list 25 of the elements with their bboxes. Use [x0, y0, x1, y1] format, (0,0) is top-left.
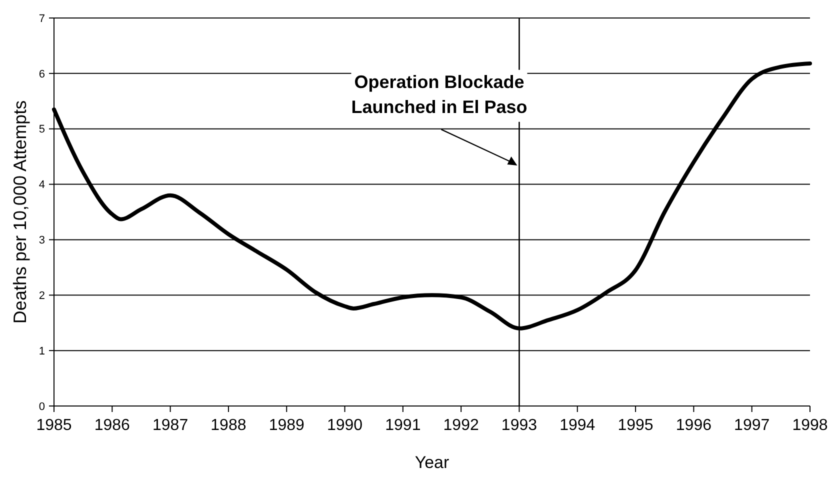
- x-tick-label: 1995: [618, 417, 654, 434]
- x-tick-label: 1996: [676, 417, 712, 434]
- y-axis-title: Deaths per 10,000 Attempts: [10, 100, 30, 324]
- x-tick-label: 1985: [36, 417, 72, 434]
- annotation: Operation Blockade Launched in El Paso: [351, 72, 528, 117]
- y-tick-label: 1: [38, 345, 45, 358]
- x-tick-label: 1988: [210, 417, 246, 434]
- x-tick-label: 1998: [792, 417, 828, 434]
- y-tick-label: 6: [38, 68, 45, 80]
- x-tick-label: 1990: [326, 417, 363, 434]
- y-tick-label: 0: [38, 400, 45, 413]
- x-axis-title: Year: [414, 453, 450, 472]
- x-tick-label: 1997: [734, 417, 770, 434]
- y-tick-label: 7: [38, 12, 45, 25]
- x-tick-label: 1992: [443, 417, 479, 434]
- x-tick-label: 1991: [385, 417, 421, 434]
- x-tick-label: 1987: [152, 417, 188, 434]
- x-tick-label: 1989: [268, 417, 305, 434]
- x-tick-label: 1994: [560, 417, 596, 434]
- y-tick-label: 3: [38, 234, 45, 247]
- y-tick-label: 2: [38, 290, 45, 302]
- x-tick-label: 1986: [94, 417, 130, 434]
- y-tick-label: 4: [38, 179, 45, 192]
- y-tick-label: 5: [38, 124, 45, 136]
- x-tick-label: 1993: [501, 417, 538, 434]
